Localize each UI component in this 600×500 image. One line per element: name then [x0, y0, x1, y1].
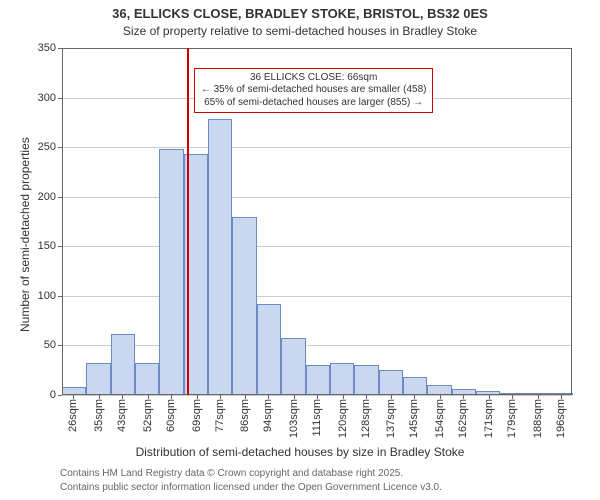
- annotation-line3: 65% of semi-detached houses are larger (…: [201, 97, 427, 110]
- xtick-label: 111sqm: [311, 399, 323, 437]
- y-axis-label: Number of semi-detached properties: [18, 137, 32, 332]
- chart-title: 36, ELLICKS CLOSE, BRADLEY STOKE, BRISTO…: [0, 6, 600, 21]
- annotation-line1: 36 ELLICKS CLOSE: 66sqm: [201, 72, 427, 85]
- xtick-label: 60sqm: [165, 399, 177, 432]
- ytick-label: 250: [38, 141, 56, 153]
- ytick-label: 200: [38, 191, 56, 203]
- ytick-label: 300: [38, 92, 56, 104]
- x-axis-label: Distribution of semi-detached houses by …: [0, 445, 600, 459]
- xtick-label: 145sqm: [408, 399, 420, 438]
- xtick-label: 171sqm: [483, 399, 495, 438]
- ytick-label: 350: [38, 42, 56, 54]
- xtick-label: 196sqm: [555, 399, 567, 438]
- xtick-label: 120sqm: [337, 399, 349, 438]
- xtick-label: 103sqm: [288, 399, 300, 438]
- xtick-label: 162sqm: [457, 399, 469, 438]
- annotation-line2: ← 35% of semi-detached houses are smalle…: [201, 84, 427, 97]
- ytick-label: 50: [44, 339, 56, 351]
- xtick-label: 26sqm: [67, 399, 79, 432]
- xtick-label: 35sqm: [93, 399, 105, 432]
- footer-line2: Contains public sector information licen…: [60, 482, 442, 493]
- xtick-label: 86sqm: [239, 399, 251, 432]
- plot-area: 05010015020025030035026sqm35sqm43sqm52sq…: [62, 48, 572, 395]
- xtick-label: 154sqm: [434, 399, 446, 438]
- xtick-label: 43sqm: [116, 399, 128, 432]
- ytick-label: 150: [38, 240, 56, 252]
- ytick-mark: [58, 395, 62, 396]
- xtick-label: 94sqm: [262, 399, 274, 432]
- marker-line: [187, 48, 189, 395]
- ytick-mark: [58, 345, 62, 346]
- chart-subtitle: Size of property relative to semi-detach…: [0, 24, 600, 38]
- xtick-label: 69sqm: [191, 399, 203, 432]
- ytick-mark: [58, 246, 62, 247]
- ytick-mark: [58, 147, 62, 148]
- ytick-mark: [58, 296, 62, 297]
- xtick-label: 128sqm: [360, 399, 372, 438]
- xtick-label: 137sqm: [385, 399, 397, 438]
- ytick-mark: [58, 48, 62, 49]
- ytick-mark: [58, 197, 62, 198]
- xtick-label: 52sqm: [142, 399, 154, 432]
- ytick-label: 0: [50, 389, 56, 401]
- xtick-label: 179sqm: [506, 399, 518, 438]
- xtick-label: 188sqm: [532, 399, 544, 438]
- ytick-label: 100: [38, 290, 56, 302]
- chart-container: { "chart": { "type": "histogram", "title…: [0, 0, 600, 500]
- annotation-box: 36 ELLICKS CLOSE: 66sqm ← 35% of semi-de…: [194, 68, 434, 114]
- xtick-label: 77sqm: [214, 399, 226, 432]
- footer-line1: Contains HM Land Registry data © Crown c…: [60, 468, 403, 479]
- ytick-mark: [58, 98, 62, 99]
